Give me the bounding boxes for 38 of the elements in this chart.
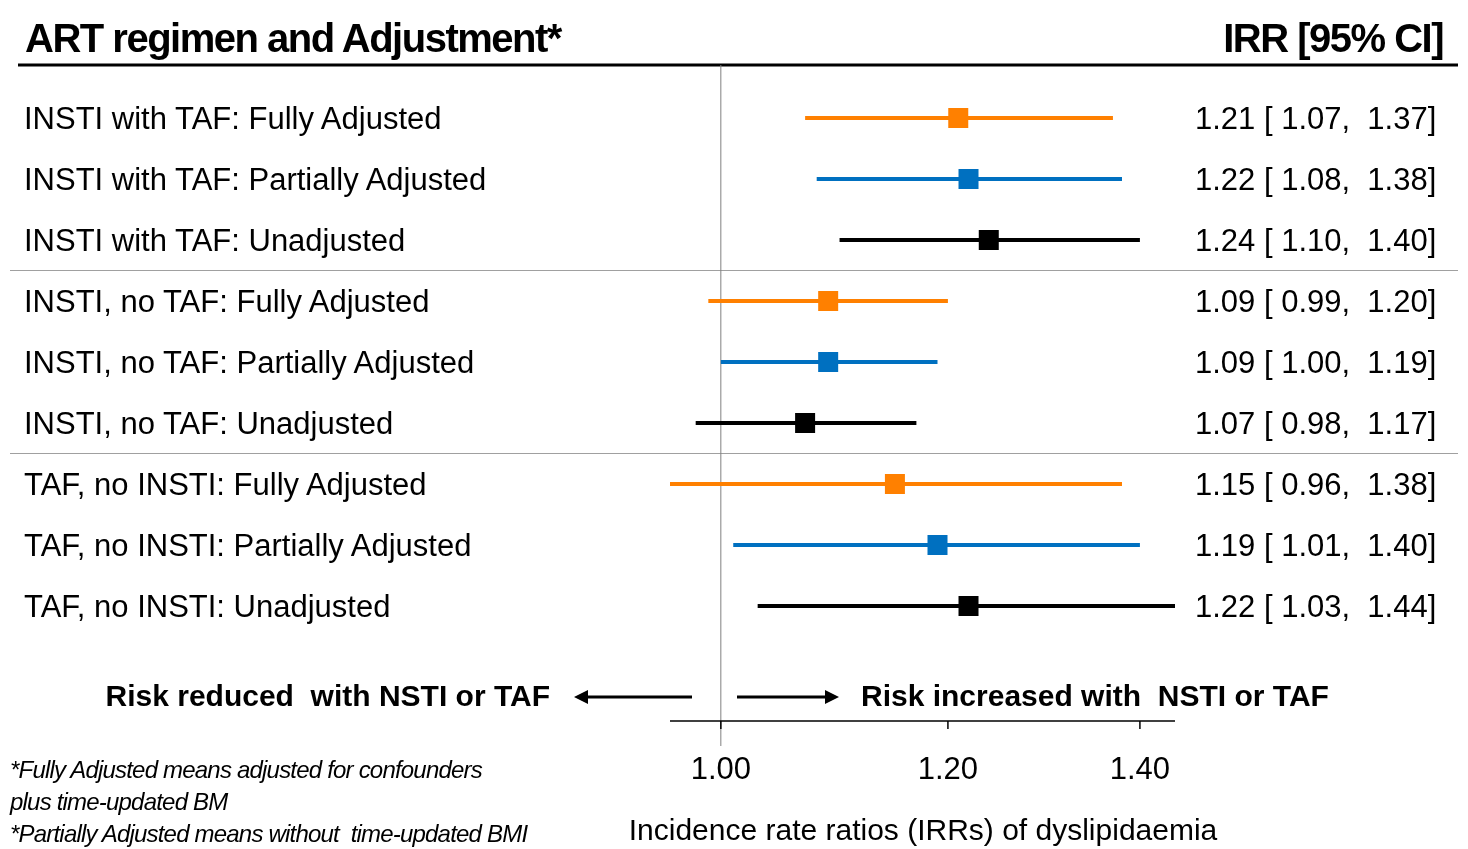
x-tick-label: 1.40 xyxy=(1109,751,1171,786)
point xyxy=(958,169,979,189)
data-label: 1.19 [ 1.01, 1.40] xyxy=(1195,528,1437,563)
point xyxy=(927,535,948,555)
x-axis-title: Incidence rate ratios (IRRs) of dyslipidaemia xyxy=(628,813,1218,846)
text: *Partially Adjusted means without time-updated BMI xyxy=(10,820,529,847)
y-tick-label: TAF, no INSTI: Partially Adjusted xyxy=(24,528,472,563)
y-tick-label: TAF, no INSTI: Unadjusted xyxy=(24,589,391,624)
y-tick-label: INSTI, no TAF: Partially Adjusted xyxy=(24,345,475,380)
data-label: 1.22 [ 1.08, 1.38] xyxy=(1195,162,1437,197)
data-label: 1.15 [ 0.96, 1.38] xyxy=(1195,467,1437,502)
y-tick-label: INSTI, no TAF: Fully Adjusted xyxy=(24,284,430,319)
text: Risk increased with NSTI or TAF xyxy=(861,679,1329,712)
data-label: 1.07 [ 0.98, 1.17] xyxy=(1195,406,1437,441)
text: Risk reduced with NSTI or TAF xyxy=(105,679,550,712)
data-label: 1.24 [ 1.10, 1.40] xyxy=(1195,223,1437,258)
point xyxy=(884,474,905,494)
text: plus time-updated BM xyxy=(9,788,229,815)
point xyxy=(978,230,999,250)
data-label: 1.09 [ 0.99, 1.20] xyxy=(1195,284,1437,319)
point xyxy=(795,413,816,433)
y-tick-label: TAF, no INSTI: Fully Adjusted xyxy=(24,467,427,502)
y-tick-label: INSTI with TAF: Fully Adjusted xyxy=(24,101,442,136)
data-label: 1.22 [ 1.03, 1.44] xyxy=(1195,589,1437,624)
x-tick-label: 1.00 xyxy=(690,751,752,786)
x-tick-label: 1.20 xyxy=(917,751,979,786)
y-tick-label: INSTI with TAF: Partially Adjusted xyxy=(24,162,487,197)
point xyxy=(818,291,839,311)
point xyxy=(958,596,979,616)
text: *Fully Adjusted means adjusted for confounders xyxy=(10,756,483,783)
point xyxy=(948,108,969,128)
y-tick-label: INSTI, no TAF: Unadjusted xyxy=(24,406,394,441)
data-label: 1.21 [ 1.07, 1.37] xyxy=(1195,101,1437,136)
text: IRR [95% CI] xyxy=(1223,16,1444,60)
y-tick-label: INSTI with TAF: Unadjusted xyxy=(24,223,406,258)
data-label: 1.09 [ 1.00, 1.19] xyxy=(1195,345,1437,380)
point xyxy=(818,352,839,372)
text: ART regimen and Adjustment* xyxy=(25,16,563,60)
